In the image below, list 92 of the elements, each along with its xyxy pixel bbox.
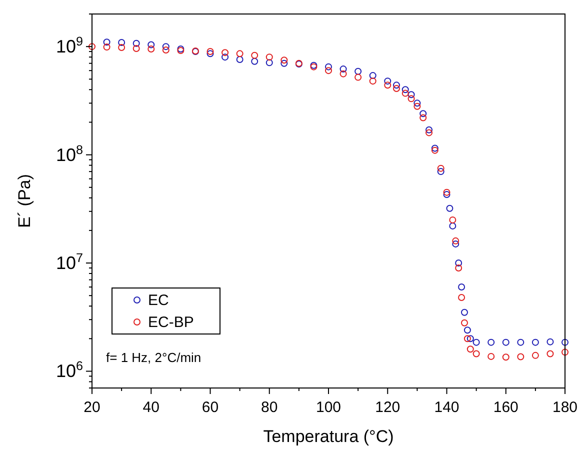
point [148, 41, 155, 48]
point [354, 68, 362, 75]
point [452, 237, 460, 244]
point [517, 338, 524, 346]
legend-label: EC [148, 292, 170, 309]
point [502, 338, 510, 346]
point [118, 44, 126, 52]
point [546, 338, 554, 346]
point [132, 44, 140, 52]
point [517, 353, 524, 360]
point [162, 43, 170, 50]
point [280, 56, 288, 64]
point [562, 338, 568, 346]
point [132, 40, 140, 47]
point [369, 72, 376, 80]
x-tick-label: 140 [434, 399, 460, 416]
point [414, 102, 421, 110]
x-tick-label: 80 [261, 399, 278, 416]
point [562, 348, 568, 356]
point [426, 126, 433, 134]
x-tick-label: 160 [493, 399, 518, 416]
point [472, 338, 480, 346]
point [340, 66, 347, 73]
point [466, 335, 474, 342]
x-tick-label: 60 [202, 399, 219, 416]
point [325, 63, 332, 70]
point [340, 70, 347, 78]
legend-label: EC-BP [148, 314, 194, 331]
point [148, 45, 155, 52]
x-axis-title: Temperatura (°C) [263, 427, 394, 446]
x-tick-label: 120 [375, 399, 400, 416]
point [103, 38, 110, 46]
point [118, 39, 126, 46]
point [437, 168, 444, 176]
point [222, 54, 229, 61]
point [546, 350, 554, 358]
point [236, 50, 244, 58]
point [280, 60, 288, 67]
point [408, 95, 415, 102]
point [532, 352, 539, 359]
point [369, 78, 376, 85]
point [502, 354, 510, 361]
y-axis-title: E´ (Pa) [15, 174, 34, 228]
point [402, 90, 409, 97]
point [460, 319, 468, 326]
point [449, 222, 456, 230]
point [532, 338, 539, 346]
point [420, 110, 427, 118]
y-tick-label: 10$^{6}$ [56, 359, 83, 382]
point [384, 78, 392, 85]
y-tick-label: 10$^{9}$ [56, 34, 83, 57]
x-tick-label: 100 [316, 399, 342, 416]
point [458, 294, 466, 302]
point [162, 46, 170, 54]
point [414, 100, 421, 107]
point [464, 326, 471, 334]
point [251, 52, 258, 59]
point [325, 67, 332, 74]
point [266, 59, 273, 66]
point [455, 260, 462, 267]
point [472, 350, 480, 358]
point [222, 49, 229, 56]
point [452, 240, 460, 248]
y-tick-label: 10$^{8}$ [56, 142, 83, 165]
point [488, 338, 495, 346]
point [354, 74, 362, 81]
point [236, 56, 244, 63]
point [466, 346, 474, 353]
point [392, 84, 400, 92]
point [460, 308, 468, 316]
point [251, 58, 258, 65]
x-tick-label: 180 [552, 399, 578, 416]
point [392, 82, 400, 89]
point [458, 284, 466, 291]
point [420, 114, 427, 122]
point [455, 264, 462, 272]
point [449, 216, 456, 224]
point [408, 91, 415, 98]
point [488, 352, 495, 360]
x-tick-label: 40 [142, 399, 160, 416]
point [384, 82, 392, 89]
point [446, 204, 454, 212]
point [103, 44, 110, 51]
point [402, 86, 409, 94]
point [88, 43, 96, 50]
annotation: f= 1 Hz, 2°C/min [106, 350, 202, 365]
point [437, 164, 444, 172]
x-tick-label: 20 [84, 399, 100, 416]
point [426, 129, 433, 136]
point [464, 335, 471, 342]
y-tick-label: 10$^{7}$ [56, 251, 83, 274]
point [266, 54, 273, 61]
